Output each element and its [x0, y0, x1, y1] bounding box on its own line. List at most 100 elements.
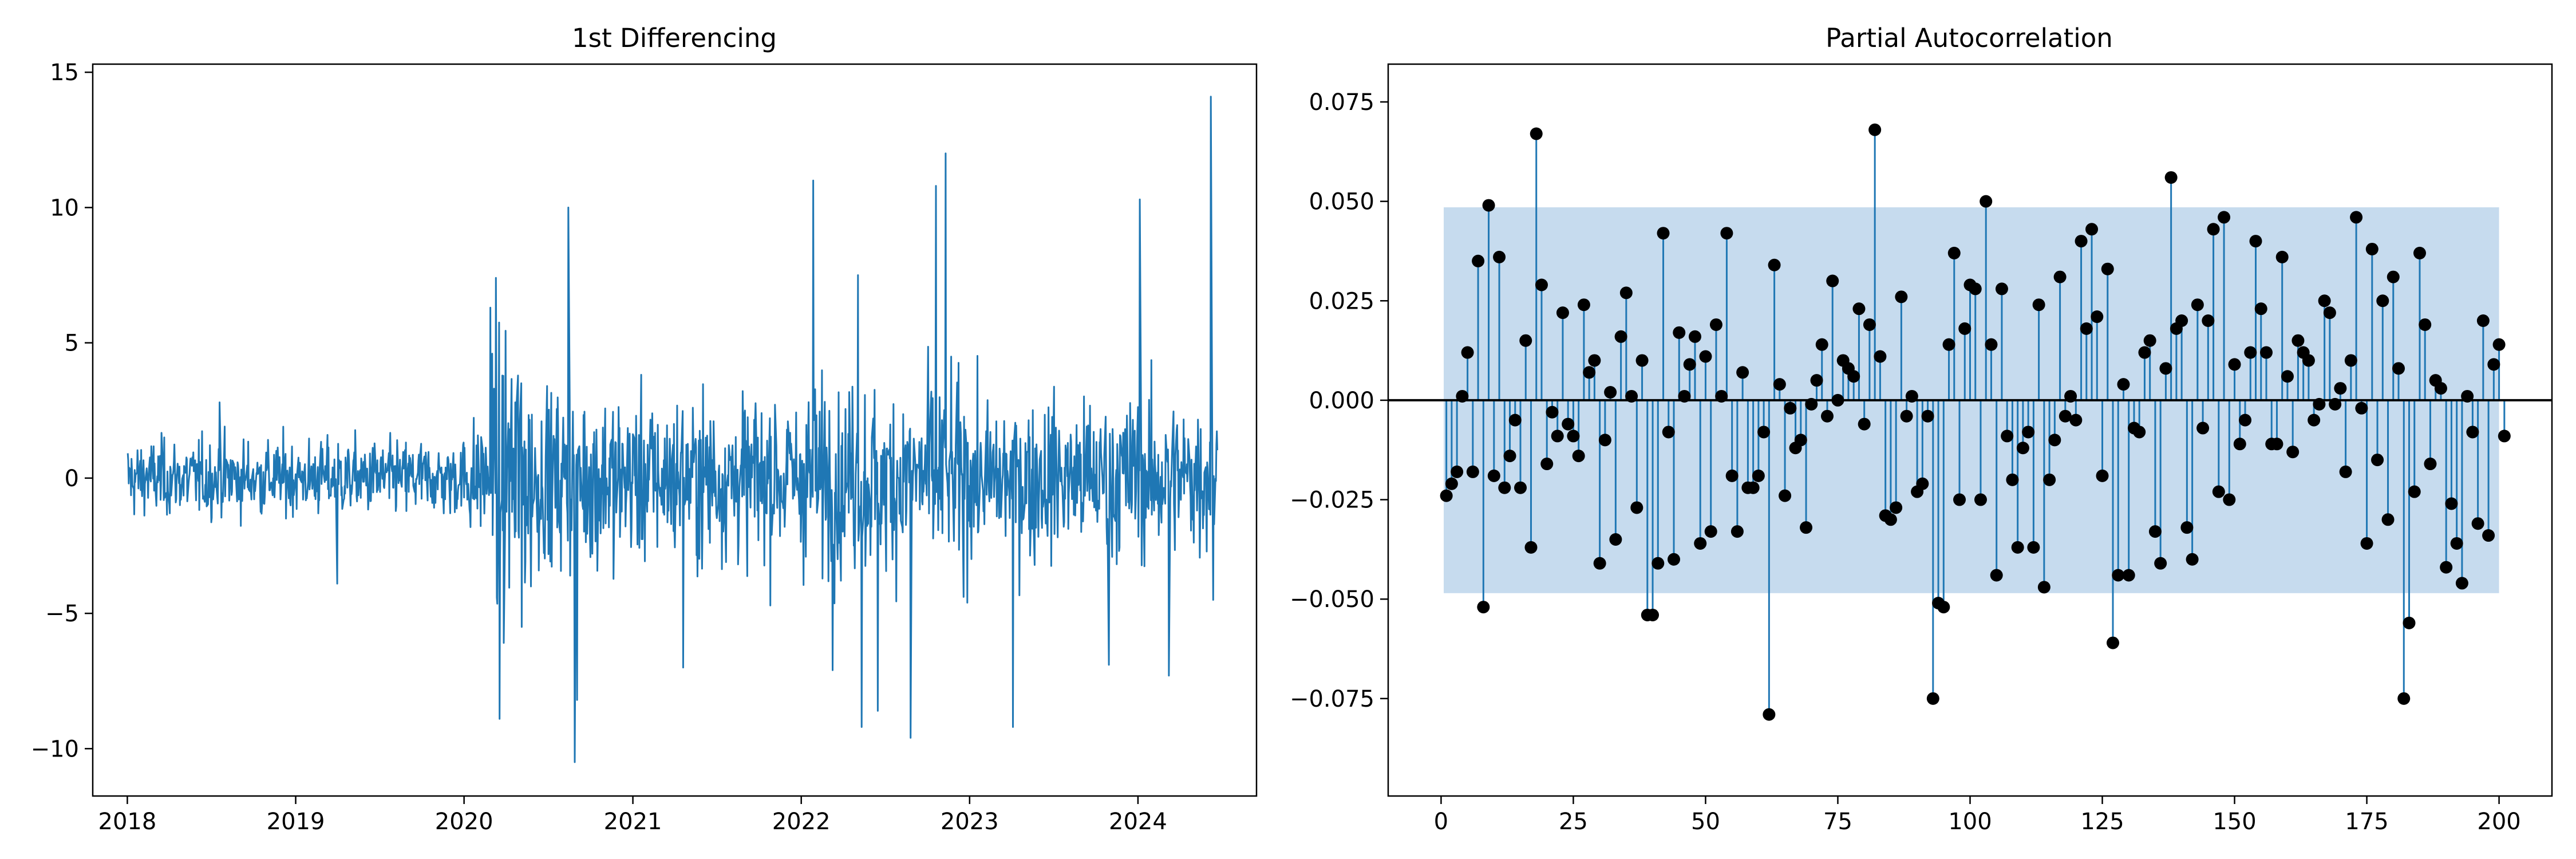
pacf-point — [2096, 469, 2109, 482]
pacf-point — [1847, 370, 1860, 383]
pacf-point — [1683, 358, 1696, 371]
pacf-point — [2408, 485, 2421, 498]
pacf-point — [2186, 553, 2199, 566]
pacf-point — [2387, 270, 2400, 283]
pacf-point — [2376, 294, 2389, 308]
pacf-point — [2275, 250, 2289, 263]
x-tick-label: 2019 — [267, 809, 325, 835]
pacf-point — [2471, 517, 2484, 530]
pacf-point — [2440, 561, 2453, 574]
pacf-point — [2064, 389, 2077, 403]
pacf-point — [2360, 537, 2373, 550]
pacf-point — [1715, 389, 1728, 403]
pacf-point — [2122, 569, 2135, 582]
pacf-point — [1974, 493, 1987, 506]
pacf-panel: Partial Autocorrelation 0 25 50 75 100 125 150… — [1290, 23, 2553, 835]
pacf-point — [2154, 557, 2167, 570]
pacf-point — [1609, 533, 1622, 546]
pacf-point — [1720, 227, 1733, 240]
pacf-point — [1556, 306, 1569, 320]
pacf-point — [2053, 270, 2067, 283]
pacf-point — [2413, 246, 2426, 259]
pacf-point — [1815, 338, 1828, 351]
pacf-point — [1900, 409, 1913, 423]
y-tick-label: −5 — [45, 601, 79, 627]
pacf-point — [2392, 362, 2405, 375]
pacf-point — [1583, 366, 1596, 379]
pacf-point — [1614, 330, 1627, 343]
x-tick-label: 150 — [2212, 809, 2256, 835]
pacf-point — [2143, 334, 2156, 347]
pacf-point — [2001, 430, 2014, 443]
pacf-point — [2259, 346, 2273, 359]
pacf-point — [2381, 513, 2395, 526]
pacf-point — [1519, 334, 1532, 347]
pacf-point — [2344, 354, 2357, 367]
pacf-point — [2403, 616, 2416, 629]
x-tick-label: 2024 — [1109, 809, 1167, 835]
pacf-point — [2492, 338, 2506, 351]
pacf-point — [2011, 541, 2024, 554]
pacf-point — [2180, 521, 2194, 534]
pacf-point — [1990, 569, 2003, 582]
pacf-point — [1884, 513, 1897, 526]
differencing-panel: 1st Differencing 2018 2019 2020 2021 2022 202… — [31, 23, 1258, 835]
pacf-point — [2016, 442, 2029, 455]
pacf-point — [1546, 405, 1559, 419]
pacf-point — [1820, 409, 1834, 423]
pacf-point — [2085, 223, 2099, 236]
pacf-point — [1709, 318, 1722, 331]
pacf-point — [1456, 389, 1469, 403]
pacf-point — [1567, 430, 1580, 443]
pacf-point — [2270, 438, 2283, 451]
pacf-point — [1652, 557, 1665, 570]
pacf-point — [2323, 306, 2336, 320]
pacf-point — [2434, 382, 2447, 395]
pacf-point — [2329, 397, 2342, 411]
pacf-point — [2101, 262, 2114, 275]
pacf-point — [2107, 636, 2120, 649]
pacf-point — [2159, 362, 2172, 375]
y-tick-label: 0 — [65, 466, 79, 492]
pacf-point — [2196, 421, 2210, 435]
pacf-point — [2218, 211, 2231, 224]
pacf-point — [2207, 223, 2220, 236]
pacf-point — [1747, 481, 1760, 494]
pacf-point — [1773, 378, 1786, 391]
y-tick-label: 10 — [50, 195, 79, 221]
pacf-point — [1868, 123, 1882, 136]
y-tick-label: −0.025 — [1290, 487, 1374, 514]
pacf-point — [2138, 346, 2151, 359]
x-tick-label: 2022 — [772, 809, 831, 835]
pacf-point — [1440, 489, 1453, 502]
pacf-point — [1461, 346, 1474, 359]
x-tick-label: 2023 — [941, 809, 999, 835]
pacf-point — [1487, 469, 1500, 482]
pacf-point — [1736, 366, 1749, 379]
pacf-point — [1646, 608, 1660, 621]
pacf-point — [1630, 501, 1643, 514]
pacf-point — [2313, 397, 2326, 411]
pacf-ticks: 0 25 50 75 100 125 150 175 200 0.075 0.050 0.025 0.0… — [1290, 89, 2521, 835]
pacf-point — [1657, 227, 1670, 240]
x-tick-label: 125 — [2080, 809, 2124, 835]
y-tick-label: 0.050 — [1309, 189, 1374, 215]
pacf-point — [2286, 446, 2300, 459]
y-tick-label: 0.000 — [1309, 388, 1374, 414]
pacf-point — [2032, 298, 2045, 312]
pacf-point — [2281, 370, 2294, 383]
pacf-point — [2228, 358, 2241, 371]
pacf-point — [1953, 493, 1966, 506]
pacf-point — [2233, 438, 2246, 451]
pacf-point — [1757, 425, 1771, 439]
pacf-point — [2091, 310, 2104, 324]
pacf-point — [2445, 497, 2458, 510]
pacf-point — [1451, 465, 1464, 478]
pacf-point — [1763, 708, 1776, 721]
pacf-point — [1673, 326, 1686, 339]
pacf-point — [2223, 493, 2236, 506]
y-tick-label: 0.075 — [1309, 89, 1374, 116]
pacf-point — [1678, 389, 1691, 403]
pacf-point — [2355, 401, 2368, 415]
pacf-point — [2148, 525, 2162, 538]
